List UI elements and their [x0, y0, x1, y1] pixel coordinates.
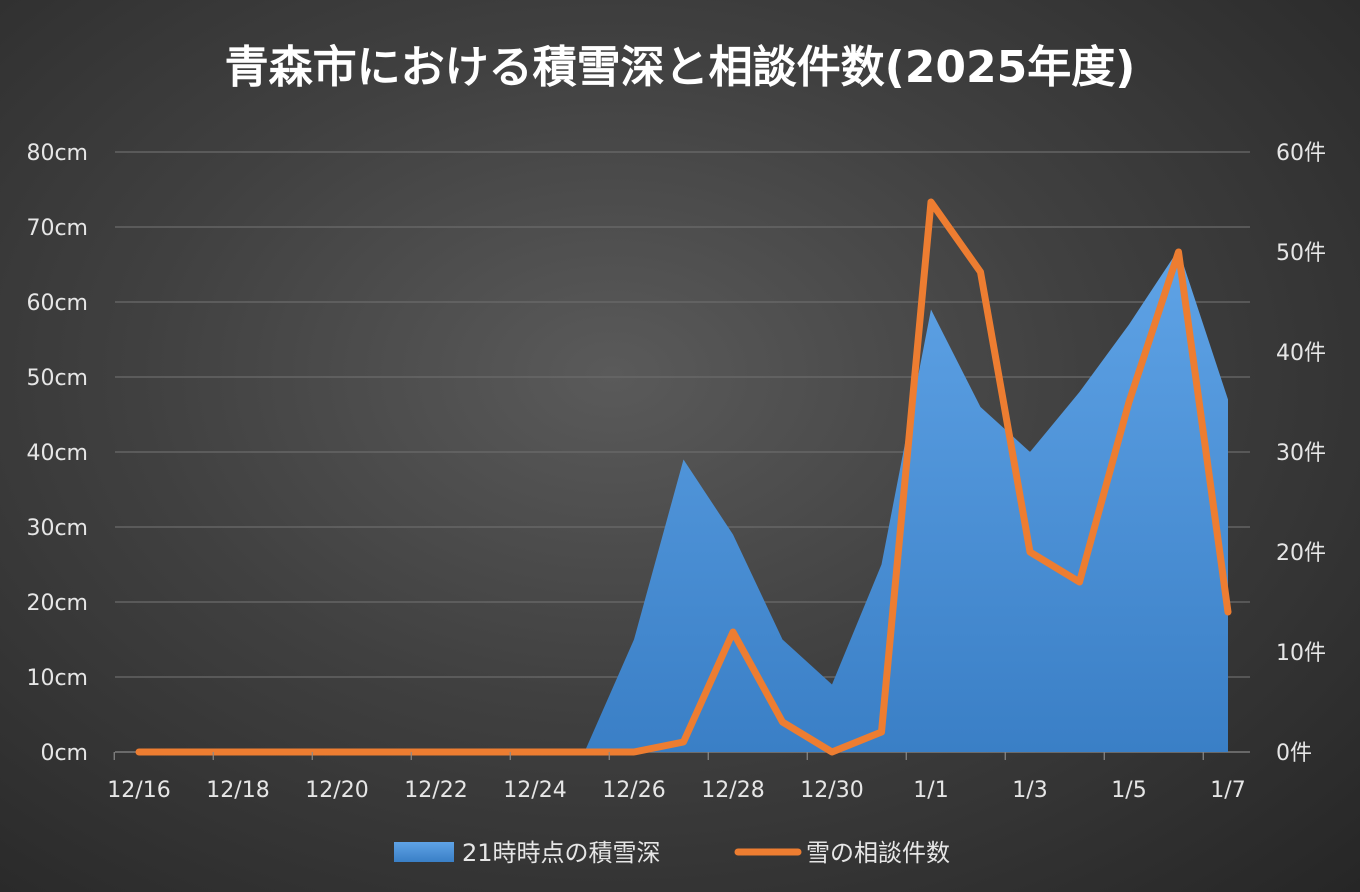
x-axis-tick-label: 1/1: [913, 778, 948, 803]
left-axis-tick-label: 0cm: [40, 741, 88, 766]
right-axis-tick-label: 10件: [1276, 641, 1326, 666]
right-axis-tick-label: 0件: [1276, 741, 1312, 766]
left-axis: 0cm 10cm 20cm 30cm 40cm 50cm 60cm 70cm 80cm: [26, 141, 88, 766]
left-axis-tick-label: 50cm: [26, 366, 88, 391]
x-axis-tick-label: 12/30: [800, 778, 863, 803]
chart-title: 青森市における積雪深と相談件数(2025年度): [225, 42, 1136, 93]
right-axis-tick-label: 30件: [1276, 441, 1326, 466]
left-axis-tick-label: 40cm: [26, 441, 88, 466]
x-axis-tick-label: 12/20: [305, 778, 368, 803]
right-axis-tick-label: 20件: [1276, 541, 1326, 566]
line-series-consultations: [135, 198, 1232, 756]
legend: 21時時点の積雪深 雪の相談件数: [394, 839, 950, 867]
x-axis-tick-label: 12/24: [503, 778, 566, 803]
x-axis-tick-label: 1/7: [1210, 778, 1245, 803]
left-axis-tick-label: 20cm: [26, 591, 88, 616]
right-axis-tick-label: 60件: [1276, 141, 1326, 166]
legend-label-consultations: 雪の相談件数: [806, 839, 950, 867]
right-axis: 0件 10件 20件 30件 40件 50件 60件: [1276, 141, 1326, 766]
legend-swatch-snow-depth: [394, 842, 454, 862]
left-axis-tick-label: 70cm: [26, 216, 88, 241]
x-axis: 12/16 12/18 12/20 12/22 12/24 12/26 12/28 12/30…: [107, 752, 1246, 803]
left-axis-tick-label: 80cm: [26, 141, 88, 166]
grid-lines: [115, 151, 1250, 753]
x-axis-tick-label: 12/22: [404, 778, 467, 803]
left-axis-tick-label: 10cm: [26, 666, 88, 691]
x-axis-tick-label: 12/28: [701, 778, 764, 803]
x-axis-tick-label: 12/18: [206, 778, 269, 803]
x-axis-tick-label: 12/26: [602, 778, 665, 803]
right-axis-tick-label: 40件: [1276, 341, 1326, 366]
x-axis-tick-label: 1/5: [1111, 778, 1146, 803]
x-axis-tick-label: 1/3: [1012, 778, 1047, 803]
x-axis-tick-label: 12/16: [107, 778, 170, 803]
right-axis-tick-label: 50件: [1276, 241, 1326, 266]
legend-label-snow-depth: 21時時点の積雪深: [462, 839, 661, 867]
line-series-layer: [135, 198, 1232, 756]
left-axis-tick-label: 30cm: [26, 516, 88, 541]
left-axis-tick-label: 60cm: [26, 291, 88, 316]
